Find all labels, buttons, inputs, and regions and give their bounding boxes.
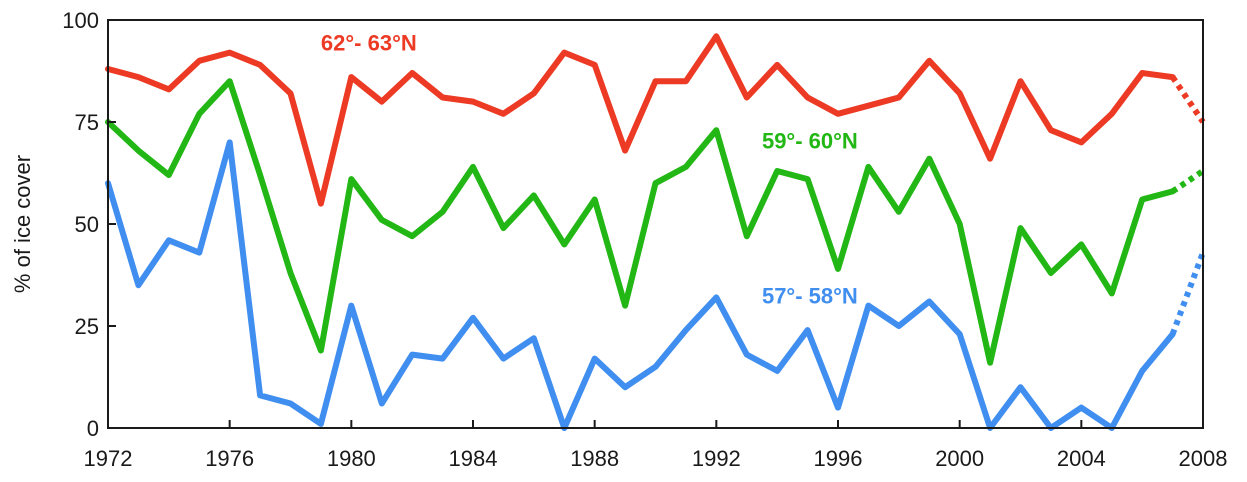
x-tick-label: 1984 [449,446,498,471]
x-tick-label: 1972 [84,446,133,471]
series-line-1 [105,33,1176,207]
y-tick-label: 75 [75,110,99,135]
series-label-layer: 62°- 63°N 59°- 60°N 57°- 58°N [321,31,858,309]
series-label-2: 59°- 60°N [762,129,858,154]
series-line-3 [105,139,1176,431]
tick-layer: 1972 1976 1980 1984 1988 1992 1996 2000 2004 2008… [62,8,1227,471]
series-projection-2 [1170,168,1205,194]
y-tick-label: 0 [87,416,99,441]
x-tick-label: 2008 [1179,446,1228,471]
series-layer [105,33,1206,431]
x-tick-label: 1996 [814,446,863,471]
x-tick-label: 2000 [935,446,984,471]
y-axis-title: % of ice cover [10,155,35,293]
x-tick-label: 1988 [570,446,619,471]
x-tick-label: 2004 [1057,446,1106,471]
y-tick-label: 100 [62,8,99,33]
series-line-2 [105,78,1176,366]
series-projection-3 [1169,251,1206,336]
series-projection-1 [1170,75,1206,124]
x-tick-label: 1980 [327,446,376,471]
y-tick-label: 50 [75,212,99,237]
y-tick-label: 25 [75,314,99,339]
series-label-3: 57°- 58°N [762,284,858,309]
x-tick-label: 1992 [692,446,741,471]
series-label-1: 62°- 63°N [321,31,417,56]
x-tick-label: 1976 [205,446,254,471]
